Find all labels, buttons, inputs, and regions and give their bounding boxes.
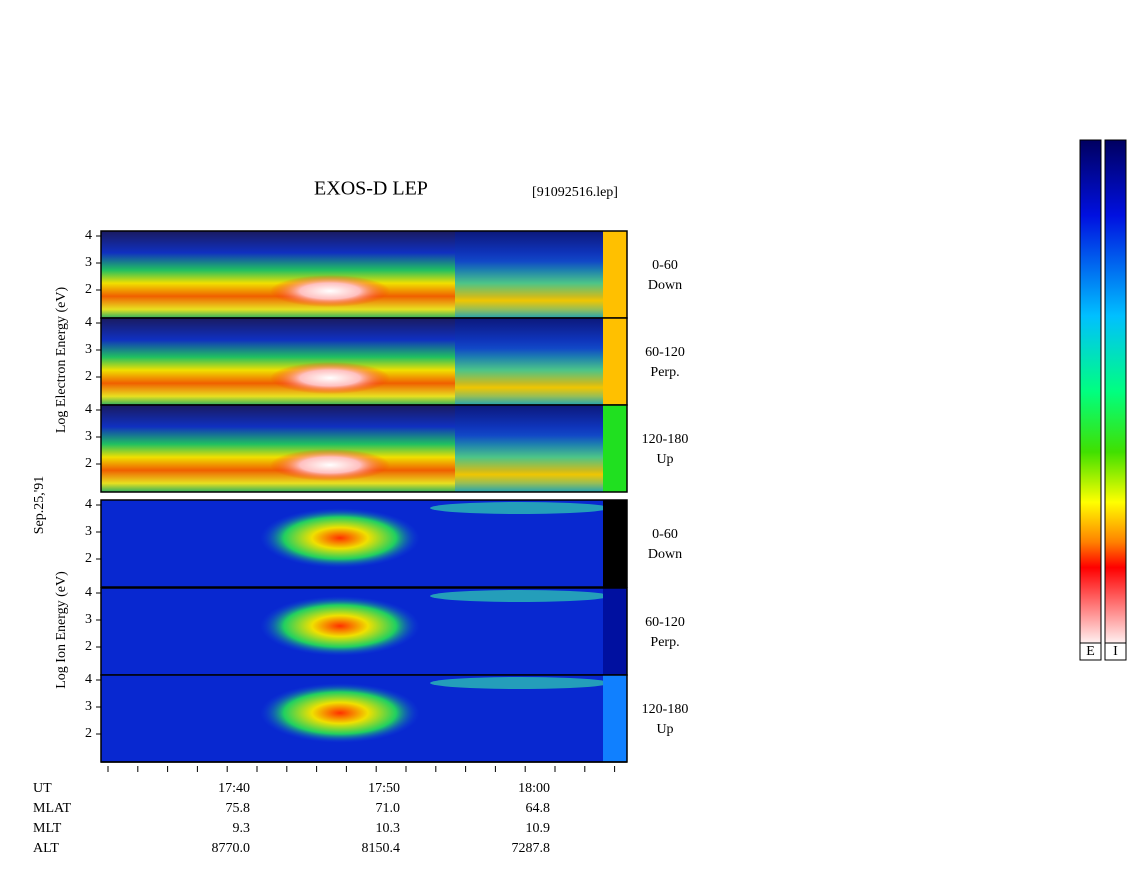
panel-frame bbox=[100, 404, 628, 493]
row-value: 7287.8 bbox=[512, 841, 551, 856]
energy-tick-label: 3 bbox=[85, 699, 92, 714]
ion-axis-label: Log Ion Energy (eV) bbox=[54, 571, 69, 689]
ion-band bbox=[430, 502, 610, 514]
row-value: 75.8 bbox=[226, 801, 251, 816]
row-value: 8150.4 bbox=[362, 841, 401, 856]
pitch-label: 0-60 bbox=[652, 527, 678, 542]
pitch-flag bbox=[603, 588, 627, 675]
file-name: [91092516.lep] bbox=[532, 185, 618, 200]
hot-spot bbox=[270, 449, 390, 481]
energy-tick-label: 4 bbox=[85, 402, 92, 417]
row-value: 8770.0 bbox=[212, 841, 251, 856]
energy-tick-label: 3 bbox=[85, 342, 92, 357]
pitch-flag bbox=[603, 231, 627, 318]
ion-band bbox=[430, 590, 610, 602]
direction-label: Perp. bbox=[650, 635, 679, 650]
row-label: MLT bbox=[33, 821, 62, 836]
direction-label: Down bbox=[648, 547, 682, 562]
ion-blob bbox=[260, 683, 420, 743]
panel-frame bbox=[100, 499, 628, 588]
ion-blob bbox=[260, 508, 420, 568]
spectrogram-right bbox=[455, 318, 603, 405]
row-value: 9.3 bbox=[233, 821, 251, 836]
direction-label: Perp. bbox=[650, 365, 679, 380]
date: Sep.25,'91 bbox=[32, 476, 47, 535]
pitch-flag bbox=[603, 318, 627, 405]
ion-band bbox=[430, 677, 610, 689]
energy-tick-label: 4 bbox=[85, 497, 92, 512]
energy-tick-label: 3 bbox=[85, 612, 92, 627]
ion-blob bbox=[260, 596, 420, 656]
pitch-label: 60-120 bbox=[645, 615, 685, 630]
colorbar-label: E bbox=[1086, 644, 1095, 659]
colorbar bbox=[1104, 139, 1127, 644]
hot-spot bbox=[270, 275, 390, 307]
spectrogram-right bbox=[455, 405, 603, 492]
colorbar-label-box bbox=[1079, 642, 1102, 661]
colorbar-label: I bbox=[1113, 644, 1118, 659]
row-label: MLAT bbox=[33, 801, 72, 816]
energy-tick-label: 2 bbox=[85, 369, 92, 384]
energy-tick-label: 2 bbox=[85, 639, 92, 654]
row-label: UT bbox=[33, 781, 52, 796]
title: EXOS-D LEP bbox=[314, 178, 428, 200]
energy-tick-label: 3 bbox=[85, 524, 92, 539]
energy-tick-label: 4 bbox=[85, 228, 92, 243]
pitch-flag bbox=[603, 500, 627, 587]
energy-tick-label: 3 bbox=[85, 255, 92, 270]
direction-label: Down bbox=[648, 278, 682, 293]
pitch-flag bbox=[603, 675, 627, 762]
direction-label: Up bbox=[656, 452, 673, 467]
energy-tick-label: 2 bbox=[85, 456, 92, 471]
energy-tick-label: 2 bbox=[85, 726, 92, 741]
pitch-label: 0-60 bbox=[652, 258, 678, 273]
energy-tick-label: 3 bbox=[85, 429, 92, 444]
row-value: 64.8 bbox=[526, 801, 551, 816]
pitch-label: 60-120 bbox=[645, 345, 685, 360]
energy-tick-label: 2 bbox=[85, 551, 92, 566]
pitch-label: 120-180 bbox=[642, 432, 689, 447]
energy-tick-label: 4 bbox=[85, 672, 92, 687]
row-value: 18:00 bbox=[518, 781, 550, 796]
row-value: 10.3 bbox=[376, 821, 401, 836]
direction-label: Up bbox=[656, 722, 673, 737]
row-value: 17:50 bbox=[368, 781, 400, 796]
hot-spot bbox=[270, 362, 390, 394]
row-value: 10.9 bbox=[526, 821, 551, 836]
row-value: 17:40 bbox=[218, 781, 250, 796]
spectrogram-right bbox=[455, 231, 603, 318]
colorbar-label-box bbox=[1104, 642, 1127, 661]
electron-axis-label: Log Electron Energy (eV) bbox=[54, 287, 69, 434]
row-label: ALT bbox=[33, 841, 59, 856]
colorbar bbox=[1079, 139, 1102, 644]
pitch-flag bbox=[603, 405, 627, 492]
energy-tick-label: 4 bbox=[85, 585, 92, 600]
energy-tick-label: 4 bbox=[85, 315, 92, 330]
row-value: 71.0 bbox=[376, 801, 401, 816]
energy-tick-label: 2 bbox=[85, 282, 92, 297]
pitch-label: 120-180 bbox=[642, 702, 689, 717]
